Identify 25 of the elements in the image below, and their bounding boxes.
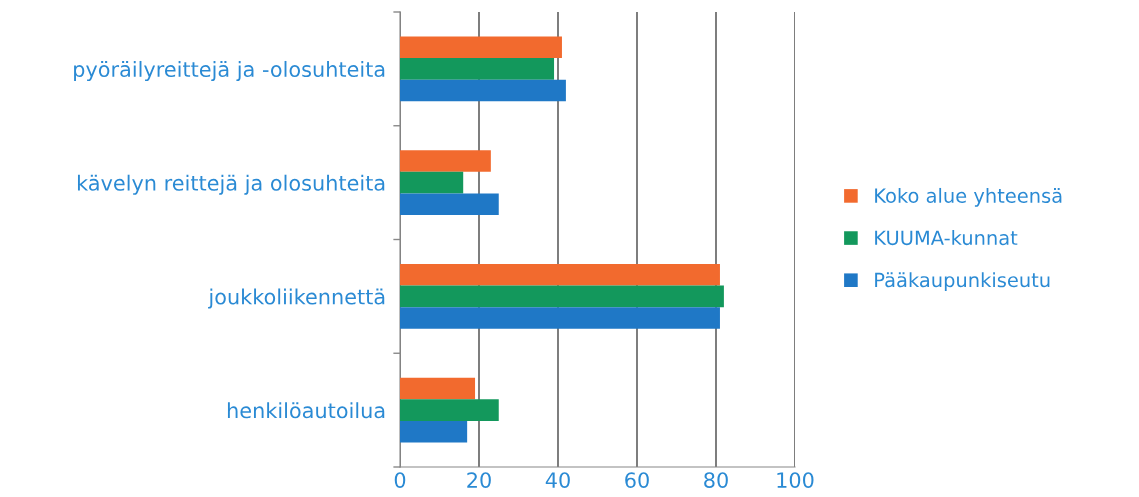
- bar: [400, 263, 720, 286]
- bar: [400, 420, 468, 443]
- legend-label: Pääkaupunkiseutu: [875, 272, 1050, 292]
- x-tick-label: 40: [545, 472, 570, 488]
- y-tick-label: henkilöautoilua: [227, 402, 385, 419]
- x-tick-label: 20: [467, 472, 491, 488]
- x-tick-label: 80: [704, 472, 728, 488]
- bar: [400, 307, 720, 329]
- x-tick-label: 100: [777, 472, 814, 488]
- legend-label: Koko alue yhteensä: [875, 187, 1062, 207]
- bar: [400, 58, 555, 80]
- y-tick-label: kävelyn reittejä ja olosuhteita: [77, 174, 385, 195]
- bar: [400, 285, 724, 308]
- x-tick-label: 60: [625, 472, 649, 488]
- bar: [400, 36, 562, 59]
- y-tick-label: pyöräilyreittejä ja -olosuhteita: [74, 60, 385, 82]
- bar: [400, 79, 566, 102]
- y-tick-label: joukkoliikennettä: [208, 288, 385, 309]
- bar: [400, 171, 464, 194]
- x-tick-label: 0: [394, 472, 406, 488]
- bar: [400, 377, 476, 400]
- bar: [400, 150, 491, 172]
- legend-label: KUUMA-kunnat: [875, 230, 1018, 246]
- bar: [400, 399, 499, 421]
- bar: [400, 193, 499, 216]
